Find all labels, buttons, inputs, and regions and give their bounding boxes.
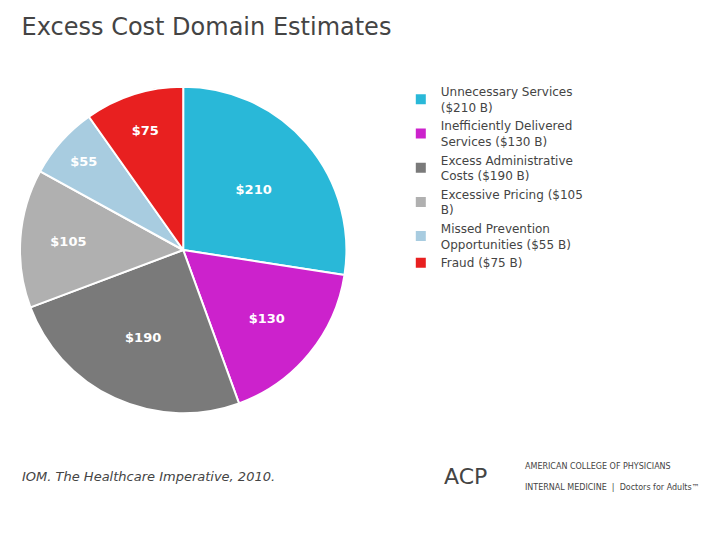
svg-text:$105: $105 xyxy=(50,234,86,249)
svg-text:Fraud ($75 B): Fraud ($75 B) xyxy=(441,256,523,270)
svg-text:ACP: ACP xyxy=(444,464,487,489)
svg-text:$75: $75 xyxy=(132,123,159,138)
svg-text:Excess AdministrativeCosts ($1: Excess AdministrativeCosts ($190 B) xyxy=(441,154,573,184)
svg-text:$190: $190 xyxy=(125,330,161,345)
svg-text:Inefficiently DeliveredService: Inefficiently DeliveredServices ($130 B) xyxy=(441,119,572,149)
svg-text:$130: $130 xyxy=(249,311,285,326)
svg-text:IOM. The Healthcare Imperative: IOM. The Healthcare Imperative, 2010. xyxy=(22,469,275,484)
svg-text:Excess Cost Domain Estimates: Excess Cost Domain Estimates xyxy=(22,13,392,41)
svg-text:$55: $55 xyxy=(70,154,97,169)
svg-text:Missed PreventionOpportunities: Missed PreventionOpportunities ($55 B) xyxy=(441,222,571,252)
svg-text:Excessive Pricing ($105B): Excessive Pricing ($105B) xyxy=(441,188,583,218)
svg-text:$210: $210 xyxy=(236,182,272,197)
svg-text:Unnecessary Services($210 B): Unnecessary Services($210 B) xyxy=(441,85,573,115)
svg-text:AMERICAN COLLEGE OF PHYSICIANS: AMERICAN COLLEGE OF PHYSICIANS xyxy=(525,462,671,471)
svg-text:INTERNAL MEDICINE | Doctors: INTERNAL MEDICINE | Doctors for Adults™ xyxy=(525,483,700,492)
